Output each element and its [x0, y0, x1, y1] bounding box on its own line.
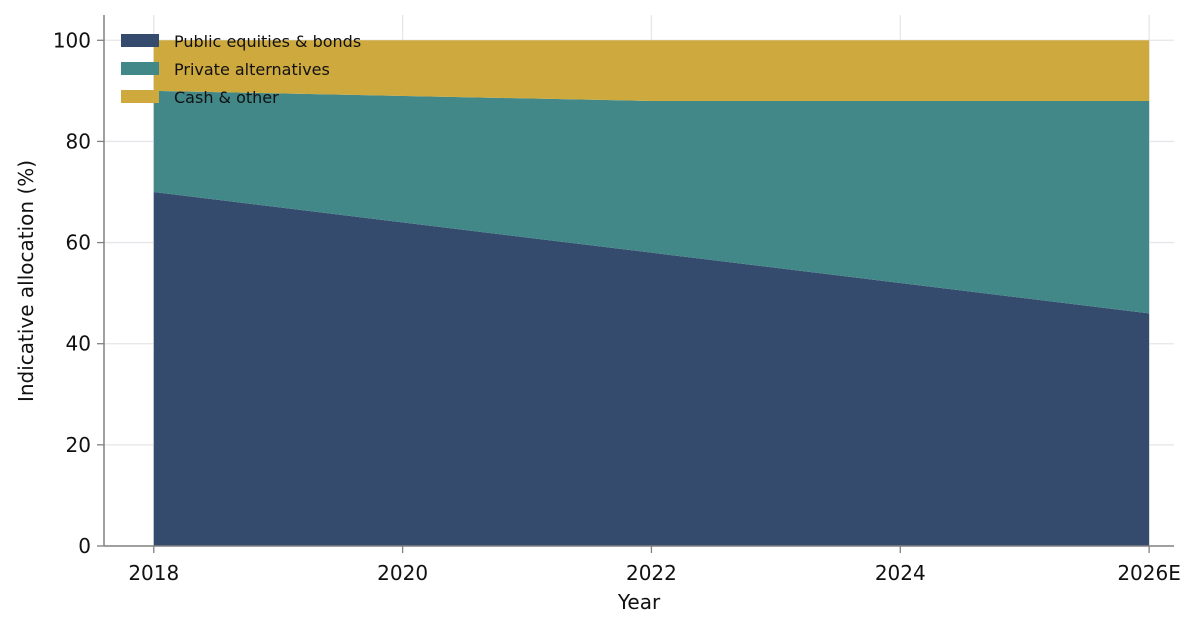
y-tick-label: 80: [66, 129, 91, 153]
legend-label: Public equities & bonds: [174, 32, 361, 51]
legend-swatch: [121, 62, 159, 75]
x-tick-label: 2018: [128, 561, 179, 585]
x-tick-label: 2026E: [1117, 561, 1181, 585]
x-ticks: 2018 2020 2022 2024 2026E: [128, 546, 1181, 585]
x-tick-label: 2024: [875, 561, 926, 585]
legend-swatch: [121, 34, 159, 47]
x-axis-title: Year: [617, 590, 661, 614]
y-axis-title: Indicative allocation (%): [14, 160, 38, 402]
y-tick-label: 60: [66, 231, 91, 255]
legend-label: Cash & other: [174, 88, 279, 107]
y-tick-label: 40: [66, 332, 91, 356]
legend-label: Private alternatives: [174, 60, 330, 79]
y-tick-label: 20: [66, 433, 91, 457]
legend-swatch: [121, 90, 159, 103]
legend: Public equities & bonds Private alternati…: [121, 32, 361, 107]
y-tick-label: 0: [78, 534, 91, 558]
x-tick-label: 2022: [626, 561, 677, 585]
area-series-2: [153, 90, 1150, 314]
y-tick-label: 100: [53, 28, 91, 52]
area-series-3: [153, 40, 1150, 101]
x-tick-label: 2020: [377, 561, 428, 585]
y-ticks: 0 20 40 60 80 100: [53, 28, 104, 558]
axes: [103, 15, 1174, 547]
area-series: [153, 40, 1150, 546]
area-series-1: [153, 192, 1150, 546]
